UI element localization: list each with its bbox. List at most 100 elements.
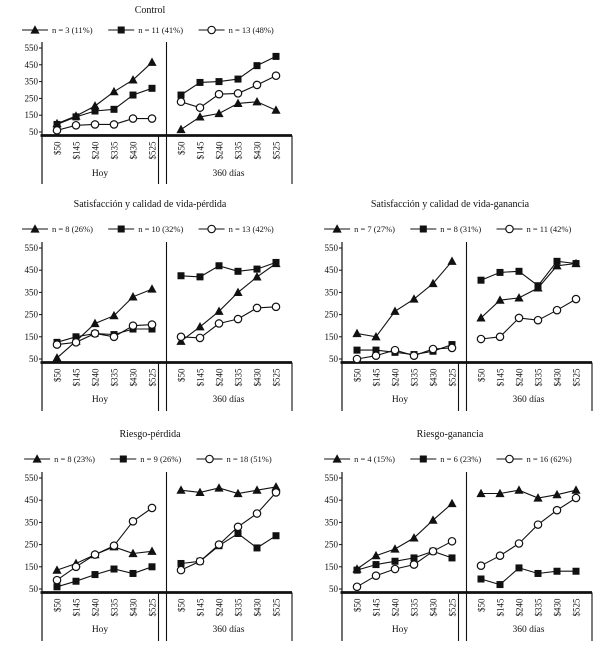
square-marker bbox=[119, 455, 127, 463]
legend-label: n = 9 (26%) bbox=[140, 454, 181, 464]
legend-item: n = 18 (51%) bbox=[196, 454, 272, 464]
square-marker bbox=[353, 566, 361, 574]
chart-title: Riesgo-pérdida bbox=[119, 429, 181, 440]
legend-label: n = 18 (51%) bbox=[227, 454, 272, 464]
panel-label: Hoy bbox=[92, 169, 109, 179]
triangle-marker bbox=[552, 489, 562, 499]
legend-item: n = 9 (26%) bbox=[110, 454, 181, 464]
x-tick-label: $335 bbox=[534, 598, 544, 617]
x-tick-label: $430 bbox=[429, 368, 439, 387]
circle-marker bbox=[71, 338, 81, 347]
x-tick-label: $240 bbox=[91, 141, 101, 160]
y-tick-label: 550 bbox=[25, 43, 39, 53]
legend-item: n = 11 (41%) bbox=[108, 25, 183, 35]
circle-marker bbox=[571, 493, 581, 503]
square-marker bbox=[148, 84, 156, 92]
series-circle-open bbox=[476, 493, 581, 570]
circle-marker bbox=[109, 541, 119, 551]
circle-marker bbox=[214, 89, 224, 99]
x-tick-label: $50 bbox=[477, 368, 487, 382]
circle-marker bbox=[176, 97, 186, 107]
triangle-marker bbox=[390, 544, 400, 553]
circle-marker bbox=[533, 520, 543, 529]
series-line bbox=[356, 540, 453, 588]
x-tick-label: $50 bbox=[177, 141, 187, 155]
square-marker bbox=[534, 282, 542, 290]
panel-label: 360 días bbox=[213, 625, 245, 635]
series-line bbox=[56, 507, 153, 581]
circle-marker bbox=[128, 516, 138, 526]
y-tick-label: 550 bbox=[325, 243, 339, 253]
triangle-marker bbox=[495, 295, 505, 304]
triangle-marker bbox=[476, 488, 486, 498]
triangle-marker bbox=[447, 256, 457, 265]
series-square-filled bbox=[477, 257, 580, 290]
circle-marker bbox=[409, 351, 419, 360]
x-tick-label: $240 bbox=[515, 598, 525, 617]
triangle-marker bbox=[332, 454, 342, 463]
triangle-marker bbox=[252, 96, 262, 106]
circle-marker bbox=[147, 320, 157, 329]
series-line bbox=[180, 263, 277, 342]
x-tick-label: $50 bbox=[177, 598, 187, 612]
series-square-filled bbox=[477, 564, 580, 589]
x-tick-label: $240 bbox=[215, 368, 225, 387]
series-square-filled bbox=[53, 84, 156, 128]
y-tick-label: 250 bbox=[25, 93, 39, 103]
square-marker bbox=[117, 225, 125, 233]
circle-marker bbox=[271, 302, 281, 312]
circle-marker bbox=[447, 536, 457, 546]
x-tick-label: $525 bbox=[148, 598, 158, 617]
triangle-marker bbox=[128, 292, 138, 301]
series-line bbox=[180, 532, 277, 565]
circle-marker bbox=[252, 509, 262, 518]
square-marker bbox=[91, 107, 99, 115]
circle-marker bbox=[52, 575, 62, 585]
series-triangle-filled bbox=[476, 485, 581, 502]
x-tick-label: $525 bbox=[448, 368, 458, 387]
y-tick-label: 50 bbox=[29, 354, 39, 364]
triangle-marker bbox=[252, 485, 262, 494]
panel-label: 360 días bbox=[513, 625, 545, 635]
triangle-marker bbox=[533, 493, 543, 502]
chart-satisfaccion-perdida: Satisfacción y calidad de vida-pérdida n … bbox=[22, 199, 293, 411]
square-marker bbox=[496, 581, 504, 589]
legend-item: n = 11 (42%) bbox=[496, 224, 572, 234]
x-tick-label: $145 bbox=[72, 598, 82, 617]
triangle-marker bbox=[233, 287, 243, 296]
x-tick-label: $240 bbox=[391, 368, 401, 387]
triangle-marker bbox=[552, 260, 562, 270]
triangle-marker bbox=[352, 328, 362, 338]
circle-marker bbox=[195, 103, 205, 112]
circle-marker bbox=[128, 114, 138, 123]
x-tick-label: $525 bbox=[272, 368, 282, 387]
series-line bbox=[480, 497, 577, 567]
series-circle-open bbox=[52, 114, 157, 135]
series-line bbox=[180, 306, 277, 339]
series-triangle-filled bbox=[176, 258, 281, 345]
x-tick-label: $240 bbox=[515, 368, 525, 387]
series-line bbox=[56, 288, 153, 359]
square-marker bbox=[534, 569, 542, 577]
triangle-marker bbox=[195, 112, 205, 121]
square-marker bbox=[234, 75, 242, 83]
x-tick-label: $335 bbox=[410, 368, 420, 387]
series-square-filled bbox=[177, 258, 280, 281]
x-tick-label: $335 bbox=[234, 598, 244, 617]
square-marker bbox=[129, 91, 137, 99]
circle-marker bbox=[195, 333, 205, 343]
square-marker bbox=[72, 577, 80, 585]
circle-marker bbox=[207, 224, 216, 234]
series-line bbox=[356, 260, 453, 338]
series-line bbox=[480, 262, 577, 319]
series-circle-open bbox=[352, 536, 457, 592]
circle-marker bbox=[390, 345, 400, 355]
square-marker bbox=[553, 257, 561, 265]
square-marker bbox=[53, 583, 61, 591]
circle-marker bbox=[205, 454, 214, 464]
y-axis-tick-labels: 550 450 350 250 150 50 bbox=[25, 243, 42, 364]
square-marker bbox=[391, 557, 399, 565]
chart-legend: n = 7 (27%) n = 8 (31%) n = 11 (42%) bbox=[324, 224, 572, 234]
